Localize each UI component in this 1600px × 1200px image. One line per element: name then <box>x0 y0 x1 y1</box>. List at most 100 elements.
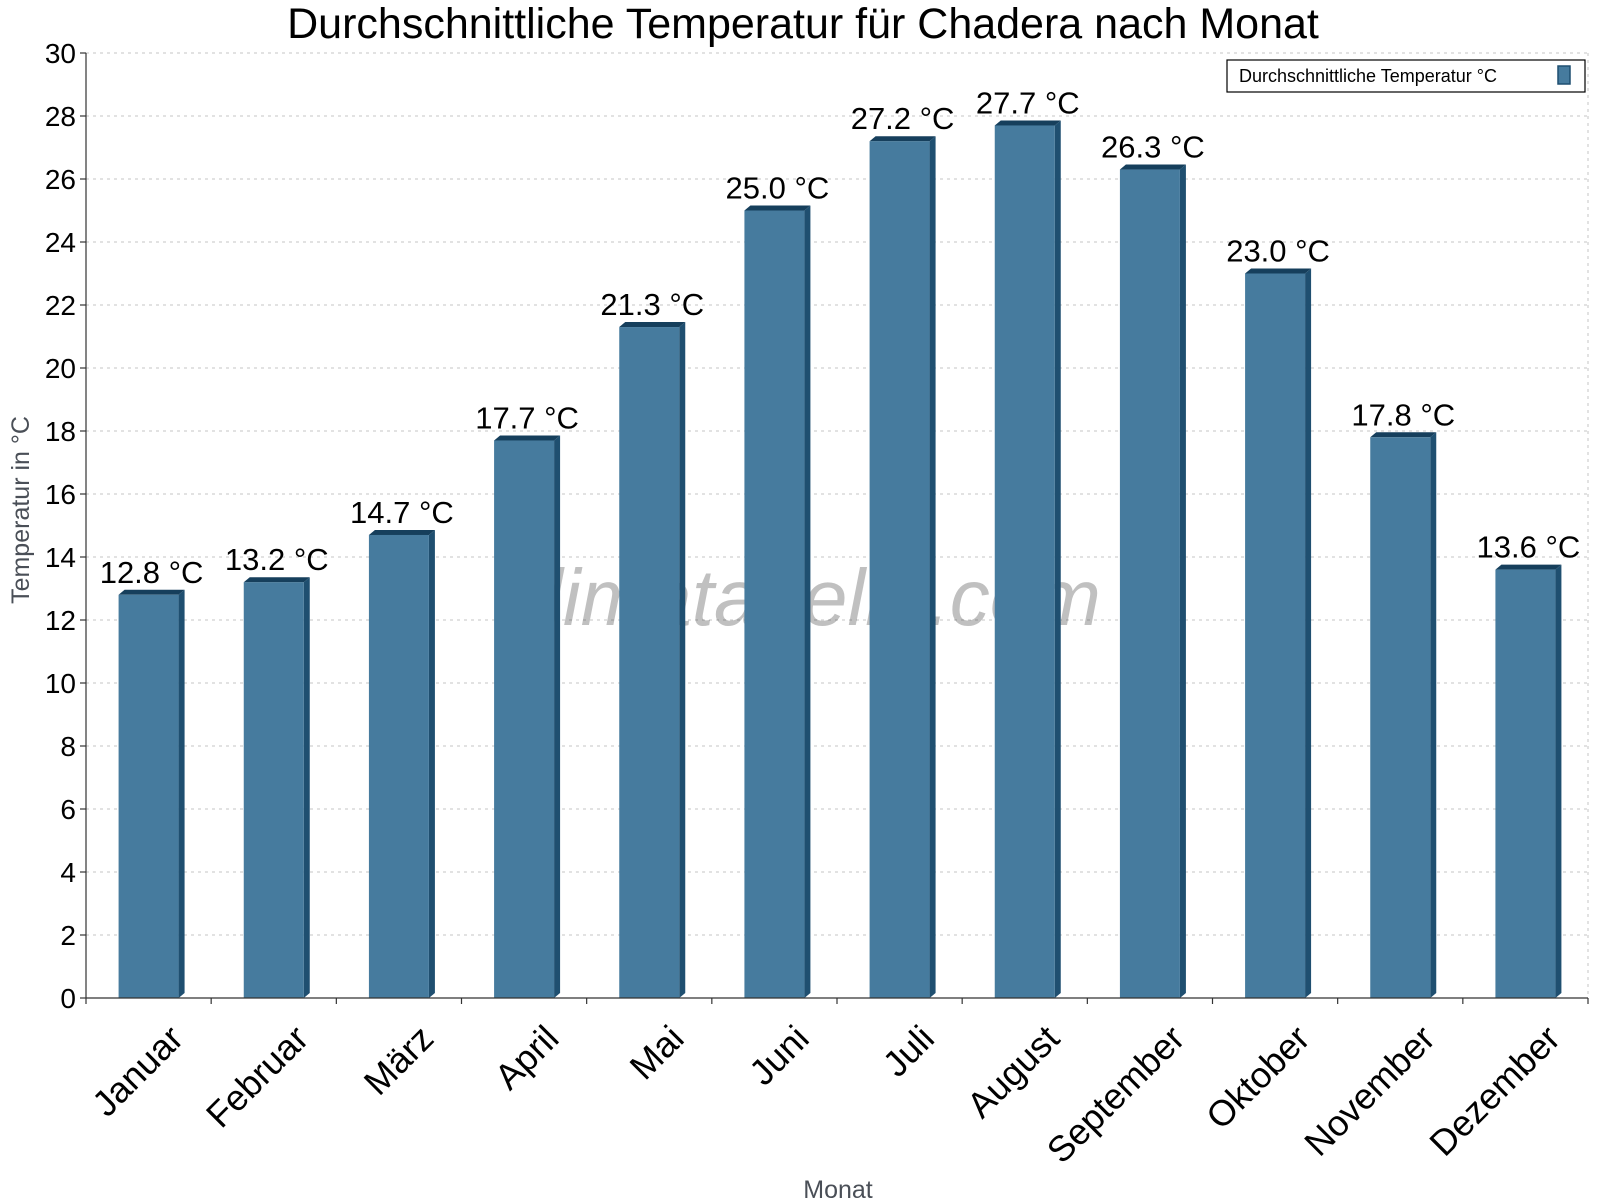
y-tick-label: 22 <box>45 290 76 321</box>
bar-top-face <box>994 120 1061 126</box>
y-tick-label: 0 <box>60 983 76 1014</box>
x-category-label: Oktober <box>1198 1017 1318 1137</box>
bar-top-face <box>1370 432 1437 438</box>
y-tick-label: 8 <box>60 731 76 762</box>
data-labels: 12.8 °C 13.2 °C 14.7 °C 17.7 °C 21.3 °C 25.0 … <box>100 85 1581 589</box>
bar-top-face <box>494 435 561 441</box>
bar-side-face <box>554 435 561 998</box>
bar-top-face <box>1495 564 1562 570</box>
bar-side-face <box>929 136 936 998</box>
bar-side-face <box>1179 164 1186 999</box>
bar-front-face <box>869 141 930 998</box>
bar-front-face <box>994 125 1055 998</box>
bar-value-label: 13.6 °C <box>1477 530 1581 565</box>
x-category-label: August <box>959 1017 1067 1125</box>
bar-top-face <box>368 529 435 535</box>
y-tick-label: 26 <box>45 164 76 195</box>
gridlines <box>86 52 1589 998</box>
bar-front-face <box>1245 273 1306 998</box>
bar-side-face <box>1555 564 1562 998</box>
bar-front-face <box>368 534 429 998</box>
bar-top-face <box>118 589 185 595</box>
x-category-label: März <box>356 1017 442 1103</box>
bar-top-face <box>744 205 811 211</box>
legend-box <box>1226 59 1586 93</box>
y-tick-label: 4 <box>60 857 76 888</box>
y-tick-label: 24 <box>45 227 76 258</box>
bar-front-face <box>1119 169 1180 999</box>
bar-front-face <box>1370 437 1431 998</box>
bar-side-face <box>178 589 185 998</box>
y-tick-label: 30 <box>45 38 76 69</box>
y-tick-label: 28 <box>45 101 76 132</box>
bar-side-face <box>804 205 811 998</box>
bar-side-face <box>303 577 310 998</box>
bar <box>368 529 435 998</box>
bar <box>994 120 1061 998</box>
legend: Durchschnittliche Temperatur °C <box>1226 59 1586 93</box>
y-axis-title: Temperatur in °C <box>7 416 35 604</box>
bar <box>1495 564 1562 998</box>
bar-value-label: 27.7 °C <box>976 85 1080 120</box>
x-category-label: April <box>486 1017 566 1097</box>
y-tick-label: 18 <box>45 416 76 447</box>
x-category-label: Dezember <box>1421 1017 1567 1163</box>
bar-side-face <box>679 322 686 998</box>
y-tick-label: 6 <box>60 794 76 825</box>
bar-front-face <box>744 210 805 998</box>
bar-side-face <box>1305 268 1312 998</box>
legend-label: Durchschnittliche Temperatur °C <box>1239 66 1497 86</box>
bar-front-face <box>494 440 555 998</box>
bar <box>744 205 811 998</box>
bar <box>494 435 561 998</box>
x-category-label: Juli <box>875 1017 942 1084</box>
bar <box>1119 164 1186 999</box>
x-category-label: Januar <box>84 1017 191 1124</box>
bar-side-face <box>1054 120 1061 998</box>
bar-value-label: 17.8 °C <box>1351 397 1455 432</box>
bar-side-face <box>1430 432 1437 998</box>
x-category-label: November <box>1296 1017 1442 1163</box>
bar-value-label: 13.2 °C <box>225 542 329 577</box>
bar-value-label: 17.7 °C <box>475 400 579 435</box>
bar-value-label: 14.7 °C <box>350 495 454 530</box>
bar-value-label: 21.3 °C <box>600 287 704 322</box>
bars <box>118 120 1562 999</box>
bar <box>1245 268 1312 998</box>
bar <box>243 577 310 998</box>
x-category-label: Mai <box>622 1017 692 1087</box>
bar-top-face <box>243 577 310 583</box>
bar-front-face <box>243 582 304 998</box>
y-tick-label: 16 <box>45 479 76 510</box>
bar-value-label: 27.2 °C <box>851 101 955 136</box>
y-tick-label: 12 <box>45 605 76 636</box>
bar-top-face <box>869 136 936 142</box>
bar <box>1370 432 1437 998</box>
bar-value-label: 12.8 °C <box>100 555 204 590</box>
bar <box>619 322 686 998</box>
bar-top-face <box>1119 164 1186 170</box>
bar <box>869 136 936 998</box>
y-tick-label: 2 <box>60 920 76 951</box>
x-category-label: September <box>1039 1017 1193 1171</box>
chart-title: Durchschnittliche Temperatur für Chadera… <box>287 0 1319 48</box>
bar-front-face <box>1495 569 1556 998</box>
bar-value-label: 25.0 °C <box>726 171 830 206</box>
bar-front-face <box>118 594 179 998</box>
bar <box>118 589 185 998</box>
x-category-label: Juni <box>741 1017 817 1093</box>
x-axis-title: Monat <box>803 1176 873 1200</box>
x-category-label: Februar <box>198 1017 316 1135</box>
y-tick-label: 20 <box>45 353 76 384</box>
bar-value-label: 23.0 °C <box>1226 234 1330 269</box>
bar-value-label: 26.3 °C <box>1101 130 1205 165</box>
bar-side-face <box>428 529 435 998</box>
bar-front-face <box>619 327 680 998</box>
bar-top-face <box>1245 268 1312 274</box>
y-tick-label: 14 <box>45 542 76 573</box>
bar-top-face <box>619 322 686 328</box>
y-tick-label: 10 <box>45 668 76 699</box>
legend-swatch <box>1557 65 1571 85</box>
